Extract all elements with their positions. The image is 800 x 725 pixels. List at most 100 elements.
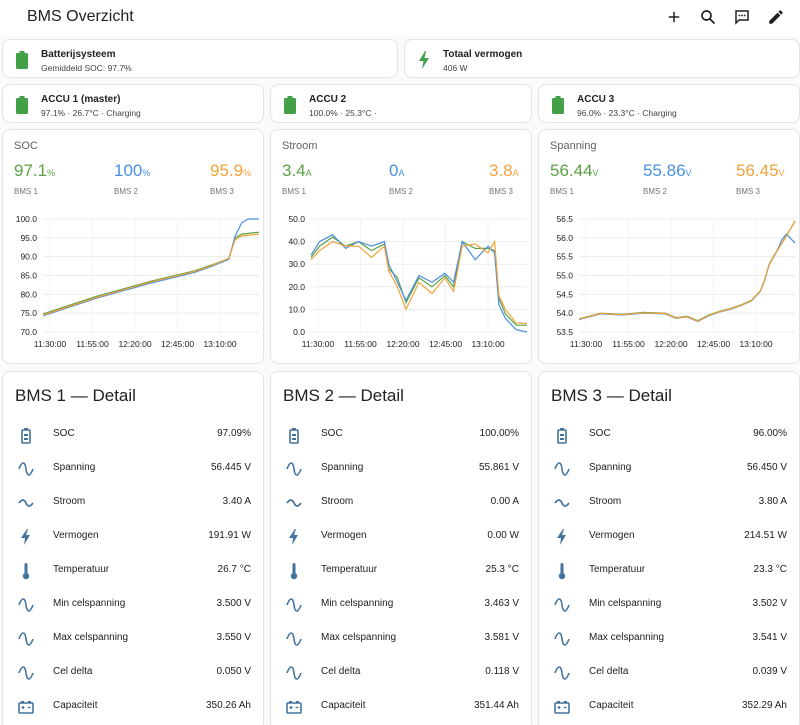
tile-batterijsysteem[interactable]: Batterijsysteem Gemiddeld SOC: 97.7% bbox=[2, 39, 398, 78]
tile-name: ACCU 3 bbox=[577, 94, 615, 105]
x-tick-label: 12:45:00 bbox=[429, 339, 462, 349]
detail-value: 23.3 °C bbox=[753, 564, 787, 575]
sine-wave-icon bbox=[554, 632, 570, 646]
battery-icon bbox=[16, 96, 28, 114]
y-tick-label: 54.5 bbox=[556, 289, 573, 299]
series-line-1 bbox=[42, 231, 260, 315]
detail-row[interactable]: Cel delta 0.050 V bbox=[3, 656, 263, 690]
tile-accu-2[interactable]: ACCU 2 100.0% · 25.3°C · bbox=[270, 84, 532, 123]
detail-row[interactable]: Vermogen 0.00 W bbox=[271, 520, 531, 554]
detail-row[interactable]: Stroom 0.00 A bbox=[271, 486, 531, 520]
y-tick-label: 40.0 bbox=[288, 237, 305, 247]
detail-value: 350.26 Ah bbox=[205, 700, 251, 711]
graph-card-stroom[interactable]: Stroom 3.4A BMS 1 0A BMS 2 3.8A BMS 3 50.0 40.0 3… bbox=[270, 129, 532, 364]
detail-row[interactable]: Vermogen 191.91 W bbox=[3, 520, 263, 554]
series-line-2 bbox=[42, 218, 259, 317]
detail-row[interactable]: Max celspanning 3.581 V bbox=[271, 622, 531, 656]
detail-row[interactable]: Temperatuur 23.3 °C bbox=[539, 554, 799, 588]
tile-accu-3[interactable]: ACCU 3 96.0% · 23.3°C · Charging bbox=[538, 84, 800, 123]
y-tick-label: 75.0 bbox=[20, 308, 37, 318]
tile-name: Totaal vermogen bbox=[443, 49, 523, 60]
y-tick-label: 30.0 bbox=[288, 259, 305, 269]
graph-entity-label: BMS 3 bbox=[210, 187, 235, 196]
detail-card-bms-2: BMS 2 — Detail SOC 100.00% Spanning 55.861 V… bbox=[270, 371, 532, 725]
graph-card-spanning[interactable]: Spanning 56.44V BMS 1 55.86V BMS 2 56.45V BMS … bbox=[538, 129, 800, 364]
detail-row[interactable]: Vermogen 214.51 W bbox=[539, 520, 799, 554]
sine-wave-icon bbox=[286, 598, 302, 612]
thermometer-icon bbox=[558, 563, 566, 580]
detail-row[interactable]: SOC 96.00% bbox=[539, 418, 799, 452]
detail-title: BMS 1 — Detail bbox=[15, 386, 136, 405]
detail-row[interactable]: Capaciteit 352.29 Ah bbox=[539, 690, 799, 724]
plus-icon[interactable] bbox=[664, 6, 684, 28]
detail-row[interactable]: Spanning 56.445 V bbox=[3, 452, 263, 486]
detail-row[interactable]: Temperatuur 25.3 °C bbox=[271, 554, 531, 588]
sine-wave-icon bbox=[18, 666, 34, 680]
detail-label: Vermogen bbox=[589, 530, 635, 541]
search-icon[interactable] bbox=[698, 6, 718, 28]
detail-label: Vermogen bbox=[53, 530, 99, 541]
detail-row[interactable]: Max celspanning 3.541 V bbox=[539, 622, 799, 656]
tile-totaal-vermogen[interactable]: Totaal vermogen 406 W bbox=[404, 39, 800, 78]
graph-value: 3.4A bbox=[282, 161, 312, 181]
detail-row[interactable]: Spanning 55.861 V bbox=[271, 452, 531, 486]
detail-row[interactable]: Min celspanning 3.463 V bbox=[271, 588, 531, 622]
pencil-icon[interactable] bbox=[766, 6, 786, 28]
detail-label: Cel delta bbox=[53, 666, 93, 677]
assist-icon[interactable] bbox=[732, 6, 752, 28]
x-tick-label: 12:20:00 bbox=[386, 339, 419, 349]
x-tick-label: 12:45:00 bbox=[161, 339, 194, 349]
x-tick-label: 12:45:00 bbox=[697, 339, 730, 349]
tile-name: ACCU 2 bbox=[309, 94, 347, 105]
detail-label: Capaciteit bbox=[321, 700, 366, 711]
graph-entity-label: BMS 2 bbox=[389, 187, 414, 196]
current-ac-icon bbox=[286, 499, 302, 507]
detail-value: 25.3 °C bbox=[485, 564, 519, 575]
graph-entity-label: BMS 2 bbox=[114, 187, 139, 196]
detail-row[interactable]: Cel delta 0.039 V bbox=[539, 656, 799, 690]
detail-row[interactable]: SOC 97.09% bbox=[3, 418, 263, 452]
detail-row[interactable]: Temperatuur 26.7 °C bbox=[3, 554, 263, 588]
value-unit: % bbox=[47, 168, 56, 178]
tile-state: 100.0% · 25.3°C · bbox=[309, 108, 377, 118]
detail-row[interactable]: Spanning 56.450 V bbox=[539, 452, 799, 486]
detail-row[interactable]: Max celspanning 3.550 V bbox=[3, 622, 263, 656]
x-tick-label: 12:20:00 bbox=[118, 339, 151, 349]
detail-value: 3.40 A bbox=[222, 496, 251, 507]
sine-wave-icon bbox=[554, 462, 570, 476]
graph-entity-label: BMS 3 bbox=[489, 187, 514, 196]
tile-state: Gemiddeld SOC: 97.7% bbox=[41, 63, 132, 73]
detail-value: 26.7 °C bbox=[217, 564, 251, 575]
graph-card-soc[interactable]: SOC 97.1% BMS 1 100% BMS 2 95.9% BMS 3 100.0 95.… bbox=[2, 129, 264, 364]
x-tick-label: 11:30:00 bbox=[34, 339, 67, 349]
value-number: 97.1 bbox=[14, 161, 48, 180]
detail-row[interactable]: Min celspanning 3.502 V bbox=[539, 588, 799, 622]
detail-row[interactable]: Capaciteit 350.26 Ah bbox=[3, 690, 263, 724]
detail-label: Capaciteit bbox=[589, 700, 634, 711]
detail-row[interactable]: Cel delta 0.118 V bbox=[271, 656, 531, 690]
y-tick-label: 55.0 bbox=[556, 271, 573, 281]
tile-name: ACCU 1 (master) bbox=[41, 94, 121, 105]
detail-row[interactable]: Min celspanning 3.500 V bbox=[3, 588, 263, 622]
y-tick-label: 0.0 bbox=[293, 327, 305, 337]
x-tick-label: 11:30:00 bbox=[302, 339, 335, 349]
detail-value: 3.550 V bbox=[216, 632, 251, 643]
battery-icon bbox=[284, 96, 296, 114]
value-unit: A bbox=[305, 168, 312, 178]
detail-label: Stroom bbox=[53, 496, 86, 507]
detail-value: 3.500 V bbox=[216, 598, 251, 609]
car-battery-icon bbox=[18, 701, 34, 714]
detail-label: Temperatuur bbox=[53, 564, 110, 575]
detail-row[interactable]: Capaciteit 351.44 Ah bbox=[271, 690, 531, 724]
detail-value: 351.44 Ah bbox=[473, 700, 519, 711]
tile-state: 97.1% · 26.7°C · Charging bbox=[41, 108, 141, 118]
detail-row[interactable]: SOC 100.00% bbox=[271, 418, 531, 452]
top-app-bar: BMS Overzicht bbox=[0, 0, 800, 36]
value-number: 3.8 bbox=[489, 161, 513, 180]
detail-row[interactable]: Stroom 3.80 A bbox=[539, 486, 799, 520]
series-line-1 bbox=[310, 236, 527, 326]
detail-row[interactable]: Stroom 3.40 A bbox=[3, 486, 263, 520]
tile-accu-1[interactable]: ACCU 1 (master) 97.1% · 26.7°C · Chargin… bbox=[2, 84, 264, 123]
y-tick-label: 10.0 bbox=[288, 304, 305, 314]
